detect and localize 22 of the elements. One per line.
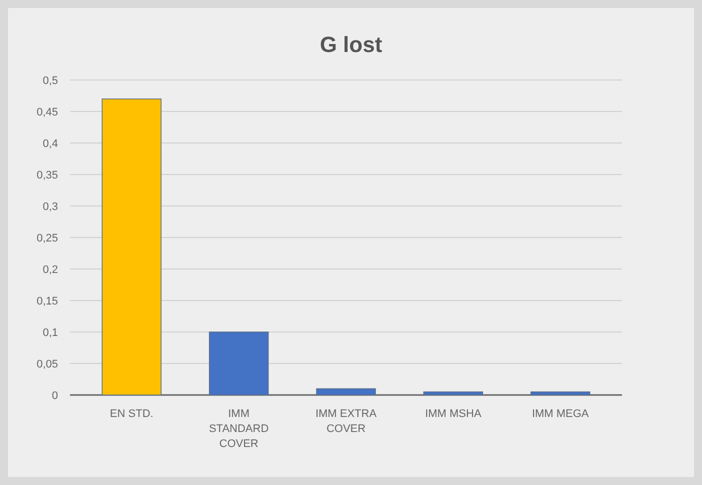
y-tick-label: 0,35 (36, 169, 58, 182)
x-tick-label: IMM MSHA (425, 408, 482, 420)
y-tick-label: 0,1 (42, 326, 58, 339)
y-tick-label: 0,3 (42, 200, 58, 213)
y-tick-label: 0,45 (36, 106, 58, 118)
y-tick-label: 0,4 (42, 138, 58, 150)
bar (423, 391, 484, 396)
y-tick-label: 0,15 (36, 295, 58, 308)
bar (208, 332, 269, 396)
x-tick-label: IMM MEGA (532, 408, 590, 420)
bar (316, 388, 376, 396)
y-tick-label: 0,2 (42, 264, 58, 276)
y-tick-label: 0,05 (36, 358, 58, 370)
y-tick-label: 0,5 (42, 74, 58, 87)
x-tick-label: IMM EXTRA COVER (315, 408, 378, 435)
bar (102, 98, 162, 396)
y-tick-label: 0,25 (36, 232, 58, 244)
chart-title: G lost (320, 32, 383, 57)
y-tick-label: 0 (52, 390, 58, 402)
x-tick-label: IMM STANDARD COVER (208, 408, 269, 450)
bar (530, 391, 590, 396)
x-tick-label: EN STD. (110, 408, 154, 420)
